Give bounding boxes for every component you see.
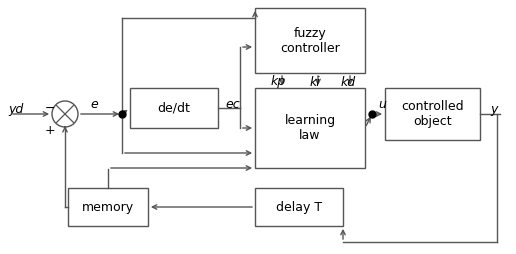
Bar [68,188,148,226]
Text: ki: ki [310,75,320,88]
Text: memory: memory [82,200,134,214]
Text: u: u [378,99,386,112]
Text: kp: kp [270,75,285,88]
Text: de/dt: de/dt [157,102,190,115]
Bar [255,88,365,168]
Text: yd: yd [8,103,23,117]
Text: e: e [90,99,98,112]
Bar [255,8,365,73]
Text: kd: kd [341,75,356,88]
Bar [255,188,343,226]
Text: ec: ec [225,99,239,112]
Bar [385,88,480,140]
Text: fuzzy
controller: fuzzy controller [280,26,340,55]
Text: controlled
object: controlled object [401,100,464,128]
Text: −: − [45,102,55,115]
Text: learning
law: learning law [284,114,335,142]
Circle shape [52,101,78,127]
Text: delay T: delay T [276,200,322,214]
Text: y: y [490,103,497,117]
Bar [130,88,218,128]
Text: +: + [45,123,55,136]
